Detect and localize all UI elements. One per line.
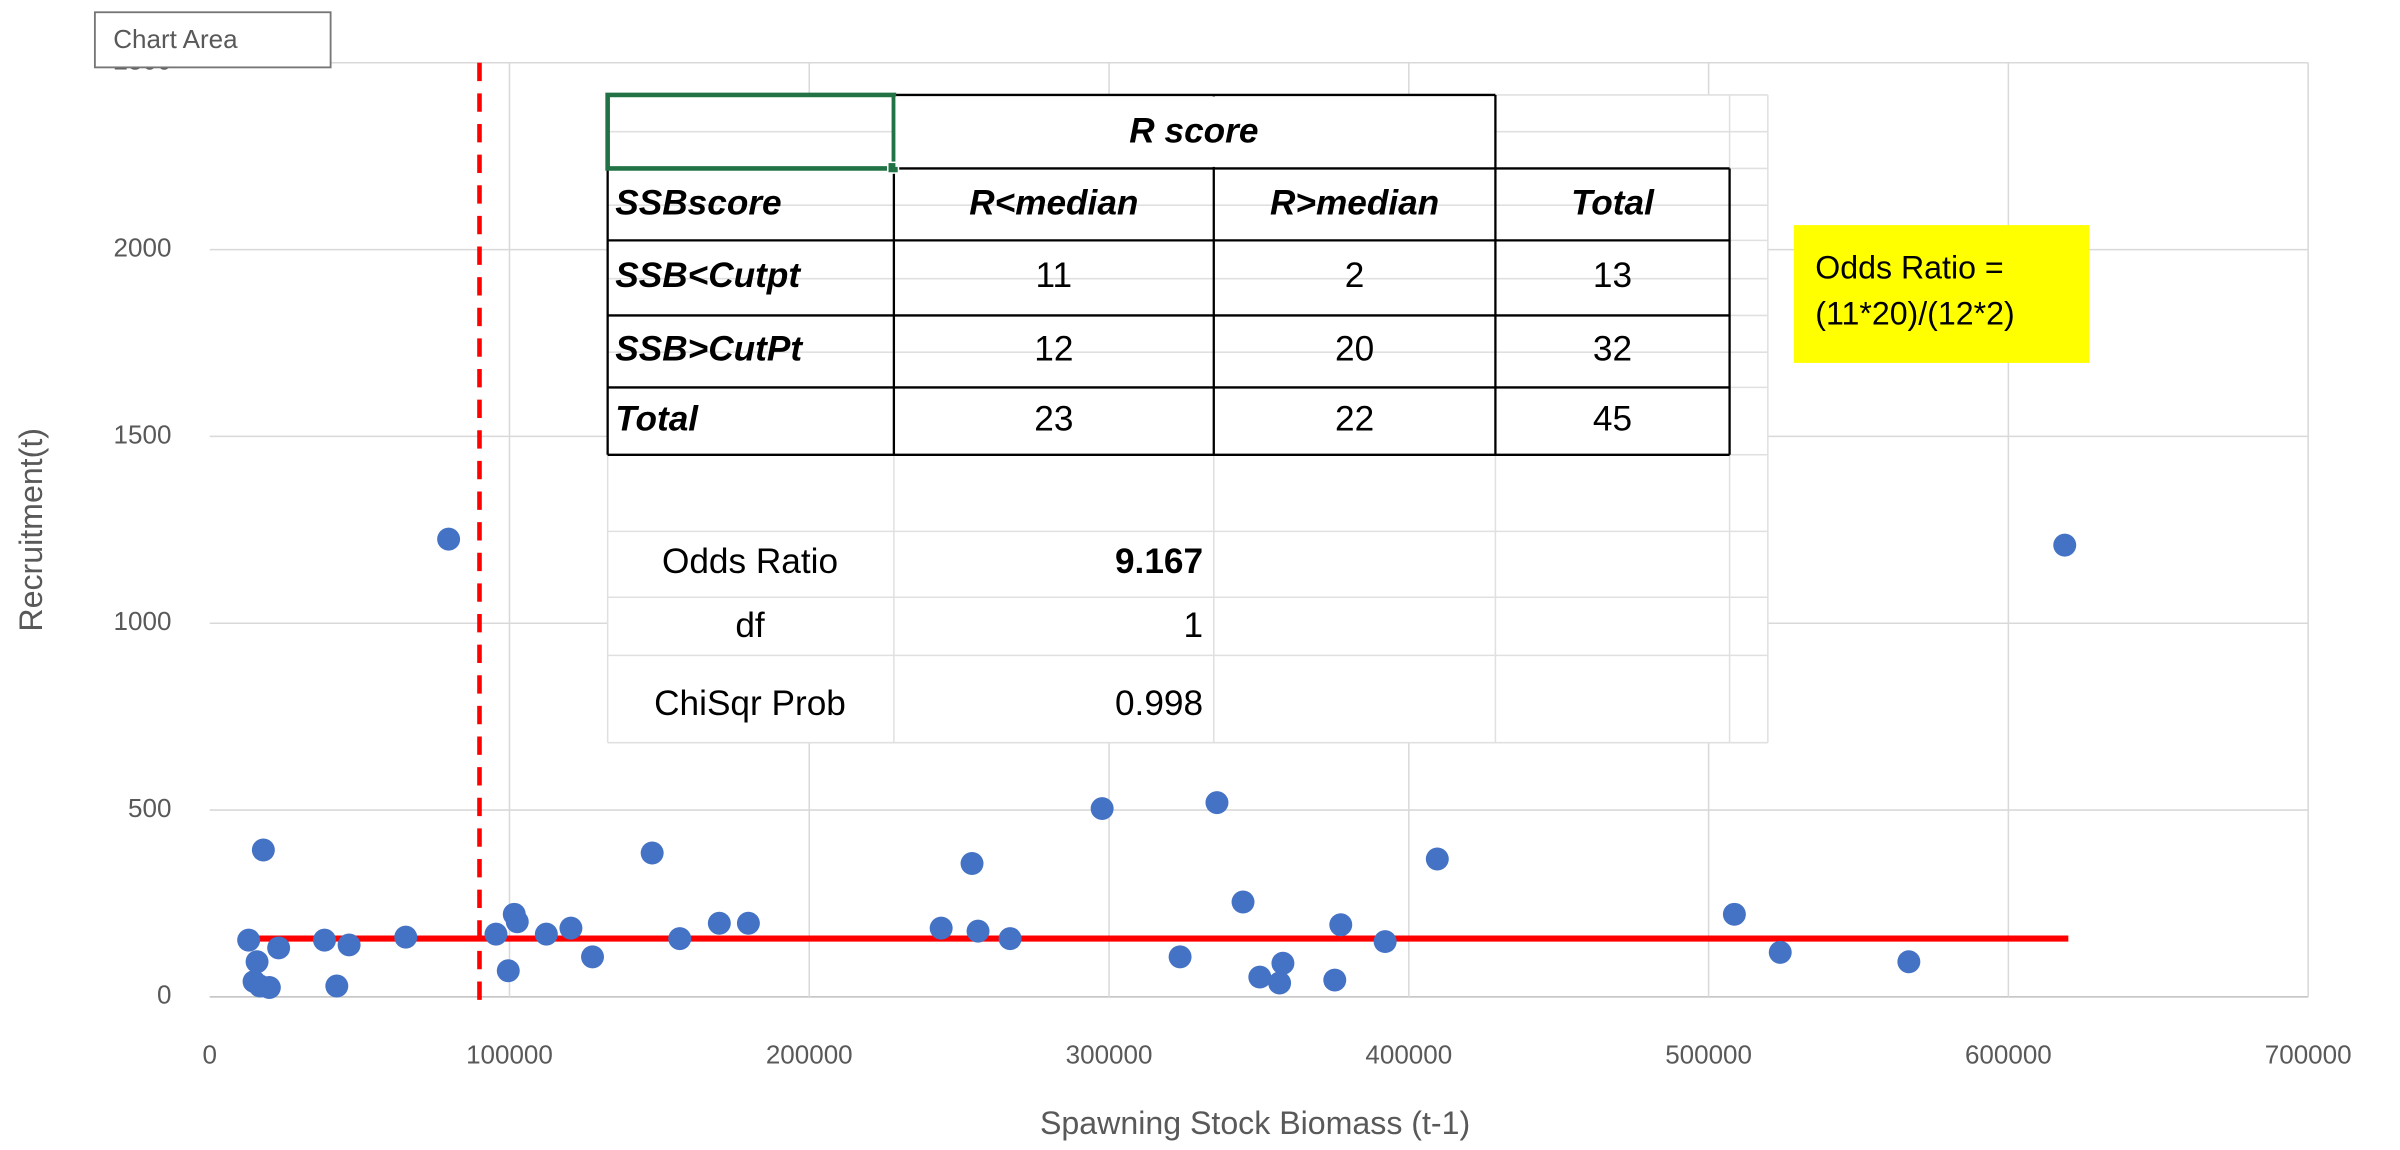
point: [2053, 533, 2077, 557]
x-tick-label: 700000: [2265, 1039, 2352, 1069]
table-cell: 11: [1036, 256, 1073, 295]
x-tick-label: 500000: [1665, 1039, 1752, 1069]
tooltip-text: Chart Area: [113, 24, 238, 54]
point: [313, 928, 336, 952]
merged-cell: [895, 96, 1494, 167]
point: [1205, 791, 1229, 815]
annotation-text: (11*20)/(12*2): [1815, 296, 2014, 332]
point: [1090, 797, 1114, 821]
point: [640, 841, 664, 865]
x-tick-label: 400000: [1365, 1039, 1452, 1069]
point: [337, 933, 361, 957]
y-tick-label: 1000: [114, 606, 172, 636]
point: [559, 916, 583, 940]
point: [581, 945, 604, 969]
table-cell: 12: [1034, 330, 1073, 369]
point: [484, 922, 508, 946]
table-cell: 2: [1345, 256, 1365, 295]
point: [505, 910, 529, 934]
table-background: [607, 94, 1768, 743]
table-cell: 23: [1034, 399, 1073, 438]
y-tick-label: 0: [157, 980, 171, 1010]
point: [1323, 968, 1347, 992]
stat-label: df: [735, 606, 765, 645]
point: [1722, 902, 1746, 926]
point: [1768, 940, 1792, 964]
point: [998, 927, 1022, 951]
column-header: Total: [1571, 183, 1655, 222]
y-tick-label: 500: [128, 793, 171, 823]
point: [960, 851, 984, 875]
point: [251, 838, 275, 862]
point: [257, 976, 281, 1000]
point: [1897, 950, 1921, 974]
selection-handle: [886, 161, 900, 174]
column-header: SSBscore: [615, 183, 781, 222]
x-tick-label: 200000: [766, 1039, 853, 1069]
point: [1271, 951, 1295, 975]
x-tick-label: 300000: [1066, 1039, 1153, 1069]
row-header: SSB>CutPt: [615, 330, 803, 369]
row-header: SSB<Cutpt: [615, 256, 801, 295]
table-cell: 13: [1593, 256, 1632, 295]
table-cell: 22: [1335, 399, 1374, 438]
point: [1329, 913, 1353, 937]
point: [1248, 965, 1272, 989]
column-header: R<median: [969, 183, 1138, 222]
point: [966, 919, 990, 943]
annotation-box: [1793, 225, 2090, 363]
point: [707, 911, 731, 935]
x-axis-title: Spawning Stock Biomass (t-1): [1040, 1105, 1470, 1141]
column-header: R>median: [1270, 183, 1439, 222]
point: [668, 927, 692, 951]
selected-cell: [605, 92, 897, 171]
group-header: R score: [1129, 112, 1258, 151]
point: [534, 922, 558, 946]
annotation-text: Odds Ratio =: [1815, 250, 2003, 286]
y-tick-label: 1500: [114, 419, 172, 449]
x-tick-label: 600000: [1965, 1039, 2052, 1069]
point: [1231, 890, 1255, 914]
y-axis-title: Recruitment(t): [13, 428, 49, 632]
stat-value: 0.998: [1115, 684, 1203, 723]
point: [437, 527, 461, 551]
point: [1168, 945, 1192, 969]
stat-value: 9.167: [1115, 542, 1203, 581]
point: [394, 925, 418, 949]
x-tick-label: 100000: [466, 1039, 553, 1069]
tooltip-box: [93, 11, 332, 69]
point: [1425, 847, 1449, 871]
point: [736, 911, 760, 935]
row-header: Total: [615, 399, 699, 438]
y-tick-label: 2000: [114, 232, 172, 262]
table-cell: 45: [1593, 399, 1632, 438]
stat-value: 1: [1183, 606, 1203, 645]
point: [325, 974, 349, 998]
x-tick-label: 0: [202, 1039, 216, 1069]
point: [267, 936, 291, 960]
point: [237, 928, 261, 952]
point: [1373, 930, 1397, 954]
point: [496, 959, 520, 983]
point: [245, 950, 269, 974]
table-cell: 20: [1335, 330, 1374, 369]
stat-label: Odds Ratio: [662, 542, 838, 581]
stat-label: ChiSqr Prob: [654, 684, 846, 723]
table-cell: 32: [1593, 330, 1632, 369]
point: [1268, 971, 1292, 995]
point: [929, 916, 953, 940]
